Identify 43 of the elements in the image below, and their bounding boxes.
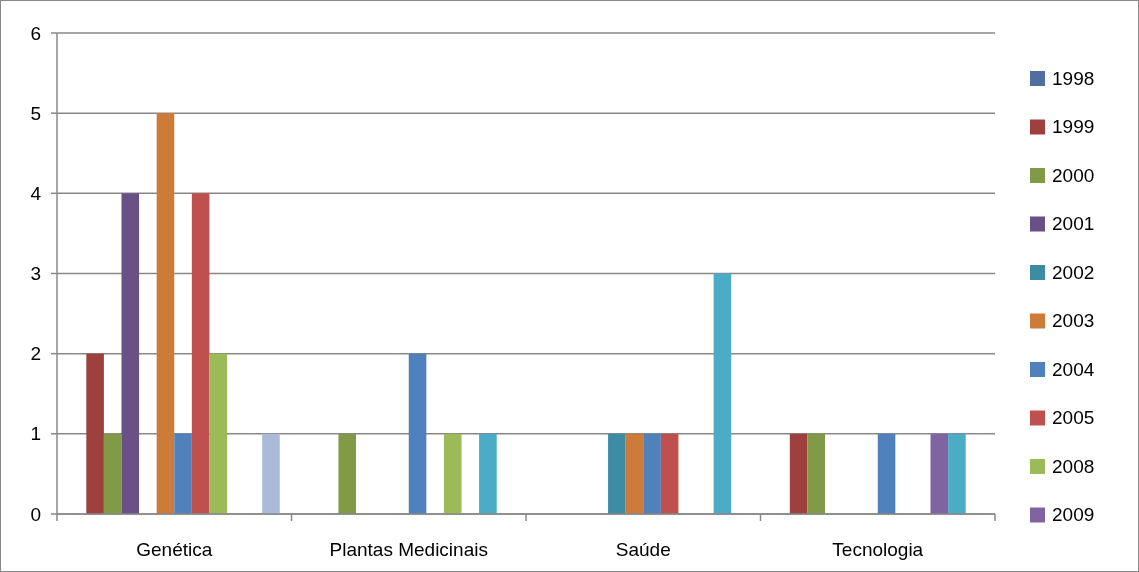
legend-label: 2009 xyxy=(1052,504,1095,526)
x-tick-label: Tecnologia xyxy=(832,539,924,560)
bar xyxy=(948,433,966,514)
y-tick-label: 0 xyxy=(30,503,41,525)
bar xyxy=(338,433,356,514)
bar xyxy=(930,433,949,514)
y-tick-label: 3 xyxy=(30,263,41,285)
bar xyxy=(660,433,679,514)
x-tick-label: Saúde xyxy=(615,539,671,560)
y-tick-label: 6 xyxy=(30,22,41,44)
legend-label: 2002 xyxy=(1052,261,1095,283)
x-tick-label: Plantas Medicinais xyxy=(329,539,488,560)
legend-label: 1999 xyxy=(1052,116,1095,138)
bar xyxy=(625,433,644,514)
bar xyxy=(443,433,462,514)
y-tick-label: 2 xyxy=(30,343,41,365)
legend-label: 2001 xyxy=(1052,213,1095,235)
bar xyxy=(86,353,104,514)
bar xyxy=(103,433,122,514)
y-tick-label: 5 xyxy=(30,102,41,124)
legend-label: 2004 xyxy=(1052,358,1095,380)
bar xyxy=(191,193,210,514)
bar xyxy=(121,193,140,514)
y-tick-label: 4 xyxy=(30,182,42,204)
bar xyxy=(209,353,228,514)
bar xyxy=(156,113,175,514)
bar xyxy=(174,433,192,514)
bar xyxy=(643,433,661,514)
bar xyxy=(262,433,280,514)
legend-label: 2008 xyxy=(1052,455,1095,477)
bar xyxy=(479,433,497,514)
x-tick-label: Genética xyxy=(136,539,213,560)
legend-label: 2003 xyxy=(1052,310,1095,332)
legend-label: 2000 xyxy=(1052,164,1095,186)
bar xyxy=(877,433,896,514)
y-tick-label: 1 xyxy=(30,423,41,445)
bar xyxy=(807,433,825,514)
legend-label: 2005 xyxy=(1052,407,1095,429)
legend-label: 1998 xyxy=(1052,67,1095,89)
bar xyxy=(408,353,427,514)
bar xyxy=(713,273,732,514)
bar xyxy=(789,433,808,514)
bar xyxy=(608,433,626,514)
